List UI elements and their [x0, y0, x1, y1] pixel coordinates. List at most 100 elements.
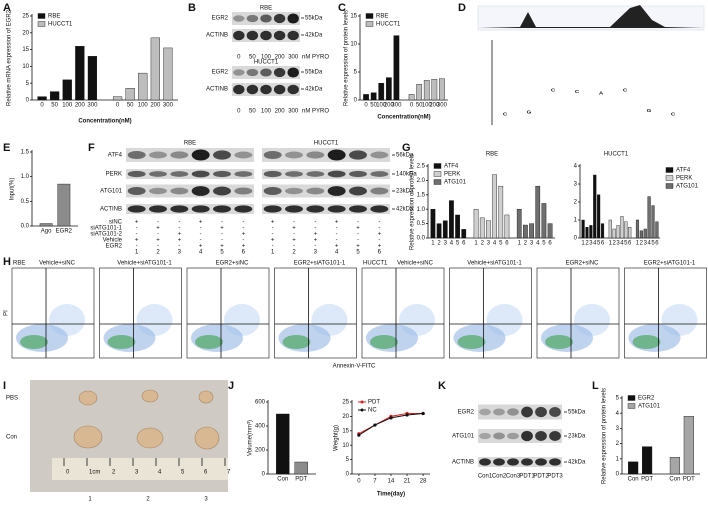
y-tick-label: 0.5 — [417, 221, 426, 227]
band — [149, 187, 167, 195]
cloud — [545, 335, 573, 349]
lane-label: PDT2 — [533, 474, 549, 480]
legend-swatch — [360, 408, 364, 412]
band — [191, 149, 210, 161]
band — [521, 406, 533, 418]
bar — [641, 446, 653, 475]
lane-label: Con1 — [478, 474, 493, 480]
row-label: PBS — [6, 396, 18, 402]
bar — [585, 226, 589, 239]
condition-mark: - — [136, 232, 138, 238]
bar — [581, 219, 585, 239]
bar — [436, 223, 442, 239]
condition-mark: + — [242, 244, 246, 250]
band — [260, 68, 272, 77]
condition-mark: - — [357, 220, 359, 226]
unit-label: nM PYRO — [302, 109, 329, 115]
condition-mark: - — [293, 220, 295, 226]
band — [535, 431, 547, 441]
x-tick-label: 200 — [75, 103, 86, 109]
y-tick-label: 20 — [342, 414, 349, 420]
condition-mark: - — [272, 232, 274, 238]
condition-mark: + — [220, 244, 224, 250]
x-tick-label: 5 — [624, 241, 628, 247]
x-tick-label: 200 — [384, 103, 395, 109]
band — [246, 84, 259, 95]
bar — [639, 230, 643, 239]
band — [287, 84, 299, 95]
cloud — [311, 304, 348, 336]
y-tick-label: 10 — [22, 64, 29, 70]
band — [263, 205, 282, 213]
x-axis-label: Concentration(nM) — [78, 119, 131, 125]
bar — [504, 214, 510, 239]
condition-mark: - — [272, 244, 274, 250]
condition-mark: + — [135, 220, 139, 226]
bar — [363, 94, 369, 101]
condition-mark: + — [378, 244, 382, 250]
condition-mark: - — [293, 232, 295, 238]
x-tick-label: EGR2 — [56, 229, 73, 235]
band — [535, 406, 547, 418]
y-axis-label: Relative expression of protein levels — [602, 388, 608, 484]
band — [327, 170, 346, 178]
protein-label: EGR2 — [212, 16, 229, 22]
cloud — [632, 335, 661, 349]
condition-mark: + — [292, 238, 296, 244]
condition-mark: + — [271, 220, 275, 226]
bar — [416, 84, 423, 101]
bar — [529, 223, 534, 239]
legend-label: PDT — [368, 400, 380, 406]
x-tick-label: 6 — [628, 241, 632, 247]
band — [263, 170, 282, 178]
x-tick-label: 50 — [127, 103, 134, 109]
condition-mark: + — [178, 238, 182, 244]
y-axis-label: Relative expression of protein levels — [344, 10, 350, 106]
y-tick-label: 5 — [346, 457, 350, 463]
legend-swatch — [433, 179, 442, 185]
lane-label: 3 — [178, 250, 182, 256]
band — [285, 171, 303, 177]
y-axis-label: Relative expression of protein levels — [410, 154, 416, 250]
motif-letter: C — [575, 89, 579, 94]
bar — [294, 461, 308, 475]
bar — [57, 183, 71, 227]
band — [127, 205, 146, 213]
legend-label: RBE — [48, 14, 60, 20]
motif-letter: C — [623, 88, 627, 93]
condition-mark: + — [314, 232, 318, 238]
panel-label: G — [402, 142, 411, 154]
bar — [385, 77, 392, 101]
y-tick-label: 600 — [255, 400, 266, 406]
bar — [138, 72, 148, 101]
bar — [39, 223, 53, 227]
size-label: 55kDa — [568, 410, 586, 416]
lane-label: 4 — [335, 250, 339, 256]
condition-label: Vehicle — [103, 238, 123, 244]
condition-mark: + — [314, 238, 318, 244]
column-label: 2 — [146, 497, 150, 503]
y-tick-label: 0.0 — [417, 236, 426, 242]
protein-label: ATG101 — [452, 434, 475, 440]
x-tick-label: 0 — [410, 103, 414, 109]
condition-mark: - — [200, 232, 202, 238]
flow-title: Vehicle+siATG101-1 — [117, 261, 172, 267]
condition-mark: - — [314, 244, 316, 250]
x-tick-label: 21 — [404, 479, 411, 485]
x-tick-label: 7 — [373, 479, 377, 485]
x-tick-label: 2 — [524, 241, 528, 247]
x-tick-label: 4 — [493, 241, 497, 247]
blot — [126, 169, 254, 179]
x-tick-label: 5 — [542, 241, 546, 247]
bar — [628, 226, 632, 239]
x-tick-label: 5 — [456, 241, 460, 247]
condition-mark: - — [242, 226, 244, 232]
bar — [276, 413, 290, 475]
y-tick-label: 1.5 — [21, 150, 30, 156]
band — [127, 186, 146, 196]
size-label: 23kDa — [568, 434, 586, 440]
y-tick-label: 5 — [354, 70, 358, 76]
y-tick-label: 200 — [255, 448, 266, 454]
band — [260, 84, 272, 95]
bar — [547, 223, 553, 239]
